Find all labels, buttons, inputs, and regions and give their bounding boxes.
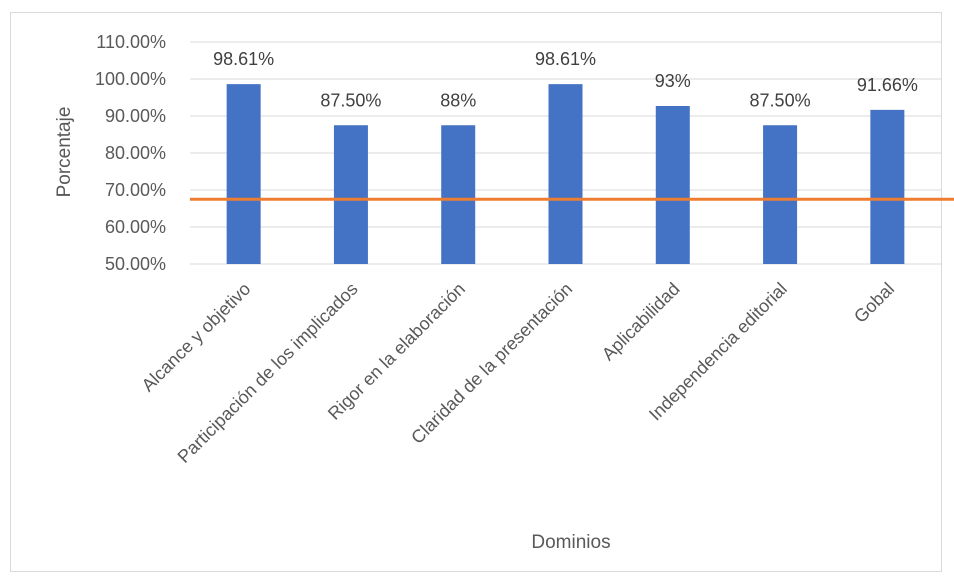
y-axis-title: Porcentaje — [54, 107, 75, 198]
y-axis-ticks: 50.00% 60.00% 70.00% 80.00% 90.00% 100.00% 110… — [95, 32, 166, 274]
data-labels: 98.61% 87.50% 88% 98.61% 93% 87.50% 91.66% — [213, 49, 918, 110]
y-tick-label: 110.00% — [96, 32, 166, 52]
y-tick-label: 60.00% — [105, 217, 166, 237]
bar — [655, 106, 690, 264]
y-tick-label: 50.00% — [105, 254, 166, 274]
data-label: 87.50% — [320, 90, 381, 110]
data-label: 98.61% — [535, 49, 596, 69]
y-tick-label: 100.00% — [95, 69, 166, 89]
y-tick-label: 90.00% — [105, 106, 166, 126]
y-tick-label: 80.00% — [105, 143, 166, 163]
data-label: 93% — [655, 71, 691, 91]
chart-frame — [10, 12, 942, 572]
bars — [226, 84, 905, 264]
x-axis-title: Dominios — [531, 532, 610, 553]
data-label: 98.61% — [213, 49, 274, 69]
data-label: 91.66% — [857, 75, 918, 95]
y-tick-label: 70.00% — [105, 180, 166, 200]
data-label: 87.50% — [750, 90, 811, 110]
bar — [226, 84, 261, 264]
x-tick-label: Aplicabilidad — [598, 279, 684, 365]
x-tick-label: Participación de los implicados — [174, 279, 362, 467]
data-label: 88% — [440, 90, 476, 110]
bar — [870, 109, 905, 264]
bar — [333, 125, 368, 264]
x-tick-label: Gobal — [850, 279, 898, 327]
bar — [763, 125, 798, 264]
x-tick-label: Alcance y objetivo — [138, 279, 255, 396]
bar — [548, 84, 583, 264]
bar — [441, 125, 476, 264]
